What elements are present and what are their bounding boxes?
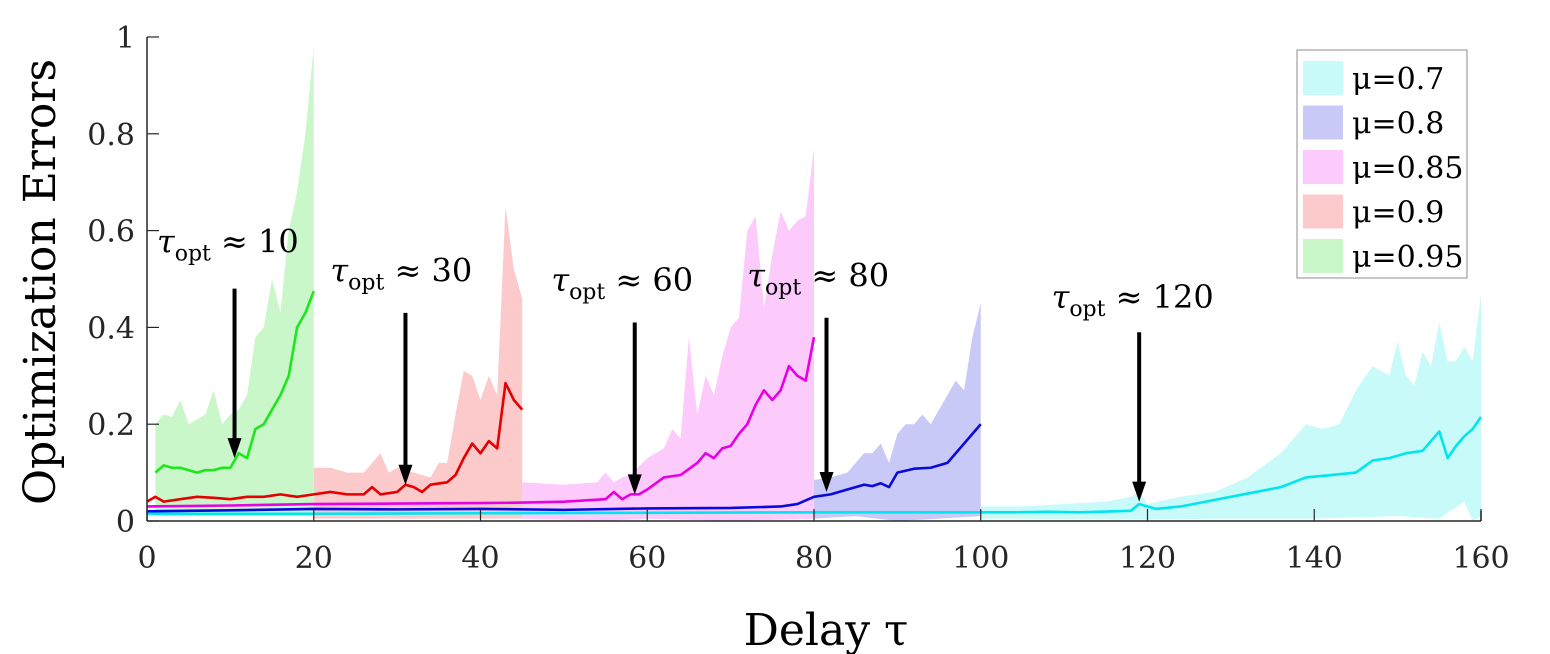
mean-line-0.95 [154, 290, 315, 474]
legend-label: μ=0.85 [1352, 151, 1463, 186]
arrow-head-icon [227, 438, 242, 459]
band-0.7 [980, 293, 1481, 521]
arrow-head-icon [1132, 481, 1147, 502]
legend-swatch [1303, 194, 1343, 229]
band-0.95 [155, 46, 314, 517]
tau-opt-annotation: τopt ≈ 80 [747, 256, 889, 492]
legend-label: μ=0.8 [1352, 107, 1444, 142]
x-tick-label: 140 [1286, 541, 1343, 576]
x-tick-label: 0 [137, 541, 156, 576]
x-tick-label: 40 [461, 541, 499, 576]
legend-label: μ=0.7 [1352, 62, 1444, 97]
band-0.85 [522, 148, 814, 521]
x-tick-label: 80 [795, 541, 833, 576]
legend: μ=0.7 μ=0.8 μ=0.85 μ=0.9 μ=0.95 [1296, 49, 1468, 279]
x-tick-label: 160 [1452, 541, 1509, 576]
arrow-head-icon [398, 464, 413, 485]
axes: 0 0.2 0.4 0.6 0.8 1 0 20 40 60 80 100 120 140 160 [87, 21, 1509, 576]
annotations: τopt ≈ 10 τopt ≈ 30 τopt ≈ 60 τopt ≈ 80 τopt… [157, 222, 1214, 502]
x-tick-label: 20 [295, 541, 333, 576]
y-axis-title: Optimization Errors [15, 59, 66, 505]
tau-opt-annotation: τopt ≈ 120 [1052, 278, 1214, 502]
arrow-head-icon [627, 474, 642, 495]
band-0.8 [814, 303, 981, 521]
mean-line-0.8 [146, 423, 982, 513]
y-tick-label: 0.8 [87, 118, 135, 153]
x-tick-label: 100 [952, 541, 1009, 576]
x-axis-title: Delay τ [744, 605, 909, 654]
tau-opt-label: τopt ≈ 80 [747, 256, 889, 300]
x-tick-label: 60 [628, 541, 666, 576]
mean-line-0.85 [146, 336, 816, 508]
tau-opt-label: τopt ≈ 120 [1052, 278, 1214, 322]
legend-swatch [1303, 150, 1343, 184]
legend-swatch [1303, 239, 1343, 273]
legend-label: μ=0.9 [1352, 196, 1444, 231]
legend-swatch [1303, 61, 1343, 95]
tau-opt-label: τopt ≈ 60 [551, 261, 693, 305]
y-tick-label: 0.4 [87, 311, 135, 346]
legend-swatch [1303, 105, 1343, 140]
mean-line-0.9 [146, 381, 524, 503]
legend-label: μ=0.95 [1352, 240, 1463, 275]
y-tick-label: 0.2 [87, 408, 135, 443]
y-tick-label: 0.6 [87, 215, 135, 250]
y-tick-label: 1 [116, 21, 135, 56]
tau-opt-annotation: τopt ≈ 60 [551, 261, 693, 495]
tau-opt-label: τopt ≈ 30 [330, 251, 472, 295]
y-tick-label: 0 [116, 505, 135, 540]
band-0.9 [313, 206, 523, 519]
x-tick-label: 120 [1119, 541, 1176, 576]
tau-opt-annotation: τopt ≈ 30 [330, 251, 472, 485]
tau-opt-label: τopt ≈ 10 [157, 222, 299, 266]
arrow-head-icon [819, 471, 834, 492]
tau-opt-annotation: τopt ≈ 10 [157, 222, 299, 459]
